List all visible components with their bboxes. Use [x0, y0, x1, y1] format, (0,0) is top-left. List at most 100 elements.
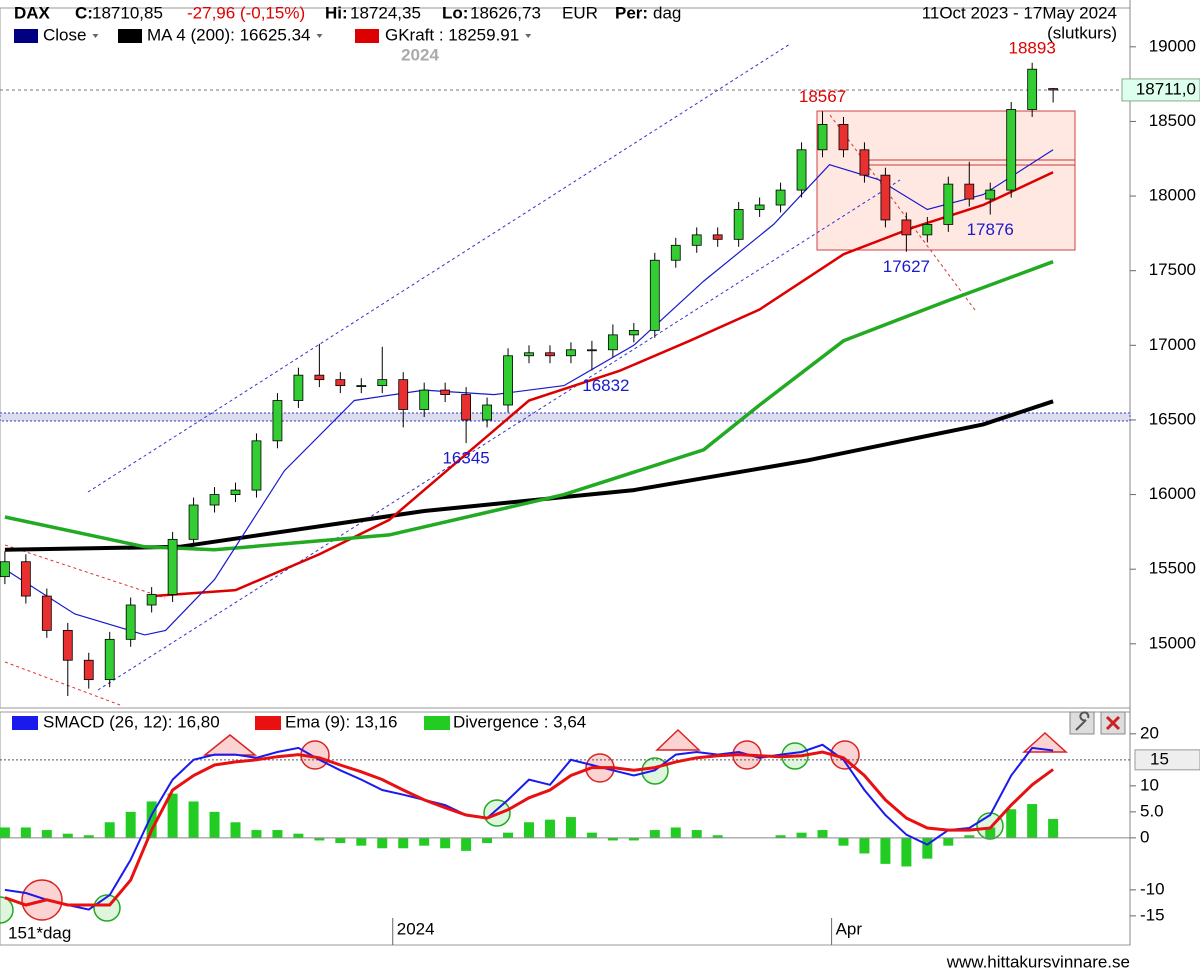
divergence-bar	[104, 822, 115, 838]
candle-body	[356, 385, 367, 388]
signal-triangle	[655, 728, 701, 751]
divergence-bar	[628, 837, 639, 841]
y-tick-label: 18500	[1149, 111, 1196, 130]
divergence-bar	[964, 835, 975, 838]
y-tick-label: 15000	[1149, 633, 1196, 652]
divergence-bar	[1027, 804, 1038, 838]
y-tick-label: -10	[1140, 879, 1165, 898]
annotation: 18567	[799, 87, 846, 106]
divergence-bar	[461, 837, 472, 851]
divergence-bar	[985, 827, 996, 838]
divergence-bar	[712, 835, 723, 838]
annotation: 17876	[967, 220, 1014, 239]
legend-swatch	[255, 716, 281, 730]
legend-label: SMACD (26, 12): 16,80	[43, 712, 220, 731]
legend-dropdown	[92, 34, 99, 38]
divergence-bar	[817, 830, 828, 838]
close-icon	[1105, 715, 1121, 731]
divergence-bar	[775, 835, 786, 838]
x-tick-label: 2024	[397, 919, 435, 938]
candle-body	[188, 504, 199, 540]
divergence-bar	[607, 837, 618, 841]
divergence-bar	[314, 837, 325, 841]
divergence-bar	[20, 827, 31, 838]
candle-body	[607, 334, 618, 351]
y-tick-label: 10	[1140, 775, 1159, 794]
candle-body	[566, 349, 576, 357]
legend-swatch	[355, 29, 379, 43]
candle-body	[209, 494, 220, 506]
divergence-bar	[649, 830, 660, 838]
divergence-bar	[880, 837, 891, 864]
y-tick-label: 0	[1140, 827, 1149, 846]
candle-body	[649, 259, 660, 331]
annotation: 16832	[582, 376, 629, 395]
y-tick-label: 16000	[1149, 484, 1196, 503]
lo-label: Lo:	[442, 3, 468, 22]
lo-value: 18626,73	[470, 3, 541, 22]
y-tick-label: 17500	[1149, 260, 1196, 279]
candle-body	[733, 209, 744, 240]
divergence-bar	[335, 837, 346, 844]
divergence-bar	[524, 822, 535, 838]
current-price-label: 18711,0	[1136, 79, 1196, 98]
candle-body	[964, 183, 975, 200]
y-tick-label: 16500	[1149, 409, 1196, 428]
divergence-bar	[398, 837, 409, 849]
ma-line	[151, 171, 1054, 598]
divergence-bar	[272, 830, 283, 838]
legend-dropdown	[525, 34, 532, 38]
y-tick-label: 15500	[1149, 559, 1196, 578]
candle-body	[691, 234, 702, 246]
candle-body	[272, 400, 283, 442]
candle-body	[524, 352, 534, 357]
candle-body	[838, 124, 849, 151]
date-range: 11Oct 2023 - 17May 2024	[922, 3, 1117, 22]
candle-body	[754, 204, 765, 210]
y-tick-label: 18000	[1149, 186, 1196, 205]
candle-body	[41, 595, 52, 631]
candle-body	[503, 355, 513, 406]
plot	[0, 743, 1130, 911]
period: dag	[653, 3, 681, 22]
candle-body	[0, 561, 10, 578]
divergence-bar	[859, 837, 870, 854]
candle-body	[880, 174, 891, 221]
legend-label: Ema (9): 13,16	[285, 712, 397, 731]
indicator-line	[4, 743, 1054, 911]
candle-body	[482, 404, 492, 421]
divergence-bar	[41, 830, 52, 838]
candle-body	[83, 659, 94, 681]
candle-body	[146, 594, 157, 606]
price-mode: (slutkurs)	[1047, 23, 1117, 42]
divergence-bar	[1048, 818, 1059, 838]
candle-body	[775, 189, 786, 206]
y-tick-label: 20	[1140, 723, 1159, 742]
x-tick-label: Apr	[836, 919, 863, 938]
level-box	[1134, 749, 1200, 771]
divergence-bar	[503, 832, 514, 838]
divergence-bar	[440, 837, 451, 849]
divergence-bar	[1006, 809, 1017, 838]
divergence-bar	[838, 837, 849, 846]
change-value: -27,96 (-0,15%)	[187, 3, 305, 22]
divergence-bar	[482, 837, 493, 844]
candle-body	[125, 604, 136, 640]
divergence-bar	[62, 833, 73, 838]
candle-body	[20, 561, 31, 597]
y-tick-label: -15	[1140, 905, 1165, 924]
candle-body	[628, 329, 639, 336]
level-label: 15	[1150, 749, 1169, 768]
current-price-box	[1121, 78, 1200, 102]
legend-label: Divergence : 3,64	[453, 712, 586, 731]
legend-label: Close	[43, 25, 86, 44]
period-count: 151*dag	[8, 923, 71, 942]
divergence-bar	[0, 827, 10, 838]
candle-body	[377, 379, 388, 387]
divergence-bar	[125, 811, 136, 838]
candle-body	[167, 538, 178, 595]
candle-body	[901, 219, 912, 236]
legend-swatch	[14, 29, 38, 43]
divergence-bar	[146, 801, 157, 838]
hi-value: 18724,35	[350, 3, 421, 22]
